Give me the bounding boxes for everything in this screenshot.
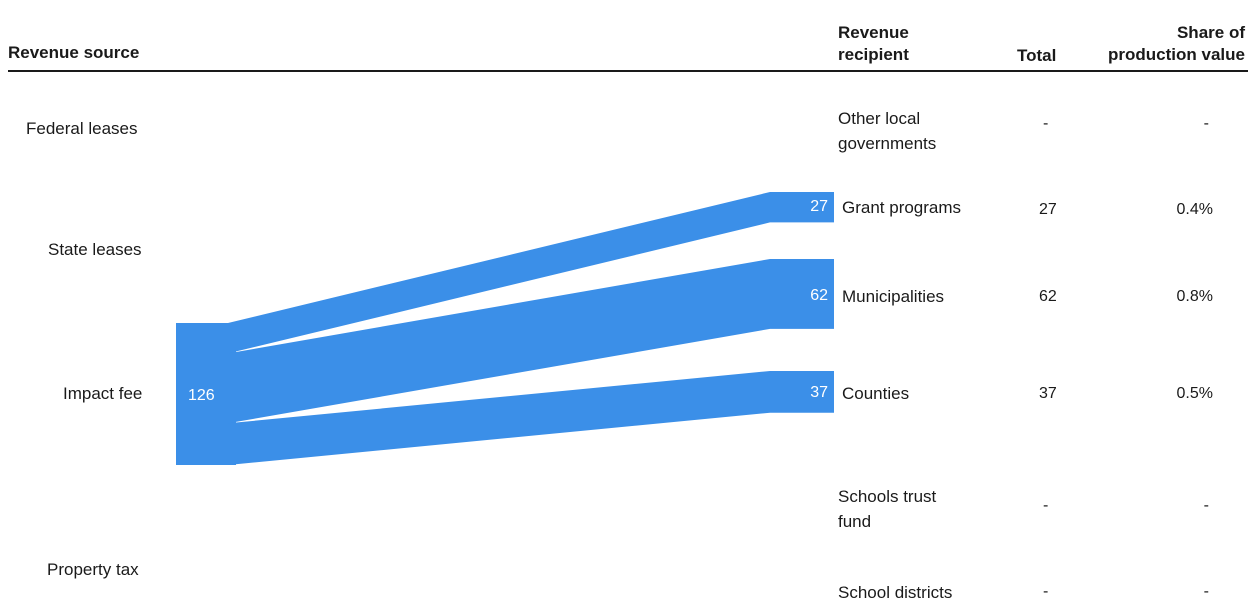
recipient-grant-programs: Grant programs <box>842 198 962 217</box>
share-other-local-governments: - <box>1203 115 1209 132</box>
share-counties: 0.5% <box>1176 385 1213 402</box>
total-school-districts: - <box>1043 583 1049 600</box>
total-grant-programs: 27 <box>1039 201 1057 218</box>
header-share-line2: production value <box>1108 45 1245 64</box>
recipient-schools-trust-fund-line1: Schools trust <box>838 487 937 506</box>
header-rule <box>8 70 1248 72</box>
recipient-other-local-governments-line1: Other local <box>838 109 921 128</box>
source-impact-fee: Impact fee <box>63 384 143 403</box>
header-revenue-recipient-line1: Revenue <box>838 23 909 42</box>
recipient-counties: Counties <box>842 384 910 403</box>
source-property-tax: Property tax <box>47 560 139 579</box>
total-schools-trust-fund: - <box>1043 497 1049 514</box>
source-state-leases: State leases <box>48 240 142 259</box>
flow-to-municipalities <box>228 259 834 424</box>
recipient-other-local-governments-line2: governments <box>838 134 937 153</box>
flow-to-counties <box>228 371 834 465</box>
header-share-line1: Share of <box>1176 23 1245 42</box>
share-grant-programs: 0.4% <box>1176 201 1213 218</box>
grant-programs-value-label: 27 <box>810 198 828 215</box>
header-total: Total <box>1017 46 1057 65</box>
municipalities-value-label: 62 <box>810 287 828 304</box>
share-schools-trust-fund: - <box>1203 497 1209 514</box>
source-federal-leases: Federal leases <box>26 119 138 138</box>
header-revenue-recipient-line2: recipient <box>838 45 909 64</box>
total-municipalities: 62 <box>1039 288 1057 305</box>
impact-fee-value-label: 126 <box>188 387 215 404</box>
share-municipalities: 0.8% <box>1176 288 1213 305</box>
total-other-local-governments: - <box>1043 115 1049 132</box>
total-counties: 37 <box>1039 385 1057 402</box>
impact-fee-node <box>176 323 236 465</box>
counties-value-label: 37 <box>810 384 828 401</box>
header-revenue-source: Revenue source <box>8 43 140 62</box>
recipient-school-districts: School districts <box>838 583 953 602</box>
share-school-districts: - <box>1203 583 1209 600</box>
recipient-municipalities: Municipalities <box>842 287 945 306</box>
flow-to-grant-programs <box>228 192 834 354</box>
recipient-schools-trust-fund-line2: fund <box>838 512 872 531</box>
